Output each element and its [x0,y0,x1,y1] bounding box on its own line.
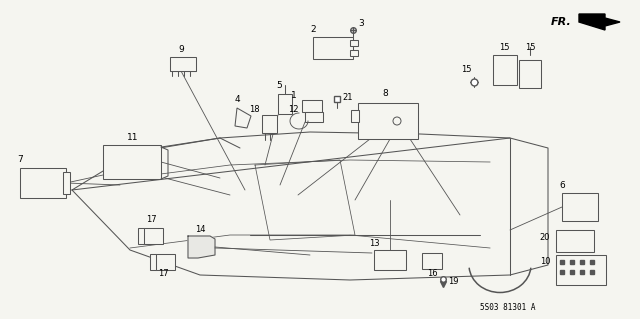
Bar [562,193,598,221]
Text: 3: 3 [358,19,364,27]
Text: 14: 14 [195,225,205,234]
Bar [302,100,322,112]
Bar [103,145,161,179]
Bar [155,254,175,270]
Text: 7: 7 [17,155,23,165]
Text: 12: 12 [288,106,298,115]
Text: 1: 1 [291,91,297,100]
Bar [519,60,541,88]
Text: 13: 13 [369,239,380,248]
Text: 9: 9 [178,44,184,54]
Text: 20: 20 [540,234,550,242]
Bar [358,103,418,139]
Text: 5: 5 [276,81,282,91]
Polygon shape [188,236,215,258]
Text: 15: 15 [525,42,535,51]
Text: 15: 15 [461,65,471,75]
Bar [556,230,594,252]
Bar [20,168,66,198]
Polygon shape [579,14,620,30]
Bar [374,250,406,270]
Bar [143,228,163,244]
Text: 18: 18 [249,106,259,115]
Text: 17: 17 [146,216,156,225]
Bar [278,94,292,114]
Text: 21: 21 [343,93,353,102]
Text: 16: 16 [427,269,437,278]
Bar [262,115,277,133]
Bar [350,50,358,56]
Text: FR.: FR. [551,17,572,27]
Bar [305,112,323,122]
Text: 6: 6 [559,181,565,189]
Bar [150,254,156,270]
Text: 17: 17 [157,270,168,278]
Text: 4: 4 [234,95,240,105]
Bar [351,110,359,122]
Bar [313,37,353,59]
Text: 10: 10 [540,257,550,266]
Text: 19: 19 [448,277,458,286]
Text: 8: 8 [382,88,388,98]
Bar [138,228,144,244]
Text: 11: 11 [127,132,139,142]
Bar [422,253,442,269]
Bar [556,255,606,285]
Text: 2: 2 [310,26,316,34]
Bar [493,55,517,85]
Text: 5S03 81301 A: 5S03 81301 A [480,302,536,311]
Bar [170,57,196,71]
Polygon shape [235,108,251,128]
Bar [350,40,358,46]
Bar [63,172,70,194]
Text: 15: 15 [499,42,509,51]
